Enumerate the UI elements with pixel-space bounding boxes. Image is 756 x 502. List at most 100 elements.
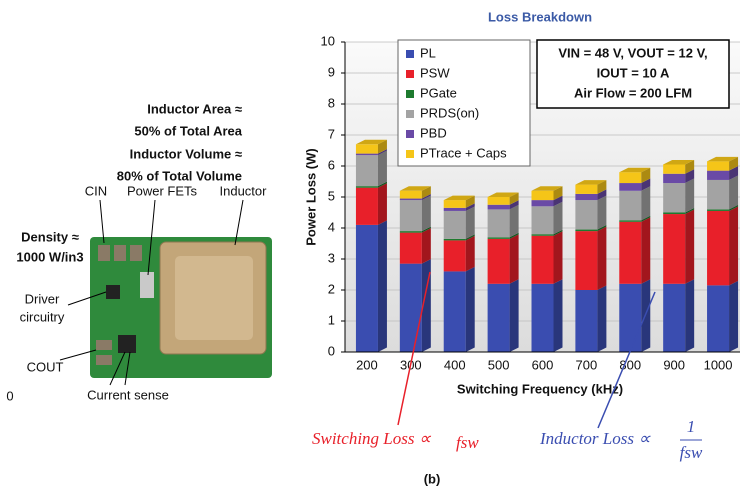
bar-segment bbox=[356, 155, 378, 186]
bar-segment-side bbox=[466, 267, 475, 352]
label: CIN bbox=[85, 183, 107, 198]
bar-segment bbox=[575, 230, 597, 232]
legend-swatch bbox=[406, 90, 414, 98]
bar-segment bbox=[400, 200, 422, 231]
cap bbox=[98, 245, 110, 261]
bar-segment bbox=[663, 174, 685, 183]
bar-segment bbox=[619, 222, 641, 284]
bar-segment-side bbox=[378, 151, 387, 187]
y-tick-label: 4 bbox=[328, 219, 335, 234]
photo bbox=[60, 200, 272, 385]
bar-segment-side bbox=[641, 217, 650, 283]
bar-segment bbox=[619, 183, 641, 191]
bar-segment bbox=[663, 284, 685, 352]
bar-segment bbox=[356, 154, 378, 156]
y-axis-title: Power Loss (W) bbox=[303, 148, 318, 246]
sense-ic bbox=[118, 335, 136, 353]
bar-segment bbox=[488, 237, 510, 239]
bar-segment bbox=[400, 191, 422, 199]
y-tick-label: 10 bbox=[321, 33, 335, 48]
bar-segment bbox=[444, 239, 466, 241]
bar-segment bbox=[663, 183, 685, 212]
bar-segment bbox=[444, 208, 466, 211]
bar-segment bbox=[356, 144, 378, 153]
bar-segment bbox=[444, 200, 466, 208]
bar-segment bbox=[707, 180, 729, 209]
bar-segment bbox=[488, 209, 510, 237]
legend-swatch bbox=[406, 110, 414, 118]
bar-segment-side bbox=[729, 281, 738, 352]
y-tick-label: 8 bbox=[328, 95, 335, 110]
y-tick-label: 0 bbox=[328, 343, 335, 358]
inductor-annotation: 1 bbox=[687, 417, 696, 436]
y-tick-label: 3 bbox=[328, 250, 335, 265]
bar-segment-side bbox=[641, 186, 650, 220]
bar-segment-side bbox=[510, 279, 519, 352]
bar-segment bbox=[707, 211, 729, 285]
cap bbox=[114, 245, 126, 261]
bar-segment bbox=[663, 213, 685, 215]
figure: Inductor Area ≈ 50% of Total Area Induct… bbox=[0, 0, 756, 502]
bar-segment bbox=[575, 200, 597, 229]
inductor-top bbox=[175, 256, 253, 340]
y-tick-label: 5 bbox=[328, 188, 335, 203]
cap bbox=[130, 245, 142, 261]
condition: IOUT = 10 A bbox=[597, 65, 670, 80]
bar-segment bbox=[488, 239, 510, 284]
driver-ic bbox=[106, 285, 120, 299]
bar-segment bbox=[575, 231, 597, 290]
bar-segment bbox=[488, 197, 510, 205]
condition: Air Flow = 200 LFM bbox=[574, 85, 692, 100]
bar-segment-side bbox=[729, 206, 738, 285]
legend-label: PRDS(on) bbox=[420, 105, 479, 120]
x-tick-label: 900 bbox=[663, 357, 685, 372]
bar-segment bbox=[532, 234, 554, 236]
legend-label: PGate bbox=[420, 85, 457, 100]
bar-segment bbox=[532, 236, 554, 284]
bar-segment bbox=[707, 285, 729, 352]
bar-segment-side bbox=[597, 196, 606, 230]
bar-segment-side bbox=[685, 210, 694, 284]
label: Current sense bbox=[87, 387, 169, 402]
bar-segment-side bbox=[378, 183, 387, 225]
photo-heading: Inductor Volume ≈ bbox=[130, 146, 242, 161]
chart-title: Loss Breakdown bbox=[488, 9, 592, 24]
bar-segment-side bbox=[554, 231, 563, 284]
bar-segment bbox=[707, 171, 729, 180]
label: Power FETs bbox=[127, 183, 198, 198]
bar-segment bbox=[575, 290, 597, 352]
caption: (b) bbox=[424, 471, 441, 486]
bar-segment bbox=[400, 199, 422, 201]
bar-segment-side bbox=[378, 220, 387, 352]
bar-segment bbox=[619, 220, 641, 222]
bar-segment bbox=[356, 225, 378, 352]
bar-segment bbox=[575, 185, 597, 194]
cap bbox=[96, 340, 112, 350]
legend-swatch bbox=[406, 130, 414, 138]
bar-segment-side bbox=[466, 236, 475, 272]
bar-segment bbox=[619, 172, 641, 183]
bar-segment-side bbox=[685, 179, 694, 213]
switching-annotation: Switching Loss ∝ bbox=[312, 429, 432, 448]
x-tick-label: 600 bbox=[532, 357, 554, 372]
x-axis-title: Switching Frequency (kHz) bbox=[457, 381, 623, 396]
bar-segment bbox=[707, 209, 729, 211]
legend-swatch bbox=[406, 150, 414, 158]
fet bbox=[140, 272, 154, 298]
y-tick-label: 2 bbox=[328, 281, 335, 296]
bar-segment bbox=[488, 284, 510, 352]
y-tick-label: 7 bbox=[328, 126, 335, 141]
x-tick-label: 400 bbox=[444, 357, 466, 372]
photo-heading: 80% of Total Volume bbox=[117, 168, 242, 183]
bar-segment bbox=[444, 211, 466, 239]
label: circuitry bbox=[20, 309, 65, 324]
bar-segment bbox=[663, 214, 685, 284]
bar-segment-side bbox=[466, 206, 475, 238]
photo-heading: 50% of Total Area bbox=[134, 123, 242, 138]
x-tick-label: 200 bbox=[356, 357, 378, 372]
bar-segment-side bbox=[597, 227, 606, 290]
bar-segment-side bbox=[510, 205, 519, 237]
bar-segment bbox=[663, 164, 685, 173]
label: Driver bbox=[25, 291, 60, 306]
bar-segment bbox=[356, 186, 378, 188]
